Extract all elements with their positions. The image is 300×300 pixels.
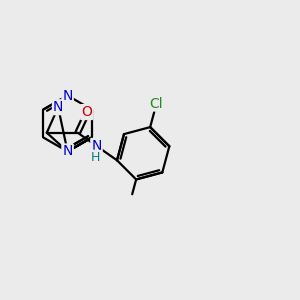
Text: Cl: Cl [150,97,163,110]
Text: N: N [62,145,73,158]
Text: N: N [53,100,63,114]
Text: H: H [90,151,100,164]
Text: N: N [62,88,73,103]
Text: N: N [91,139,102,153]
Text: O: O [81,105,92,119]
